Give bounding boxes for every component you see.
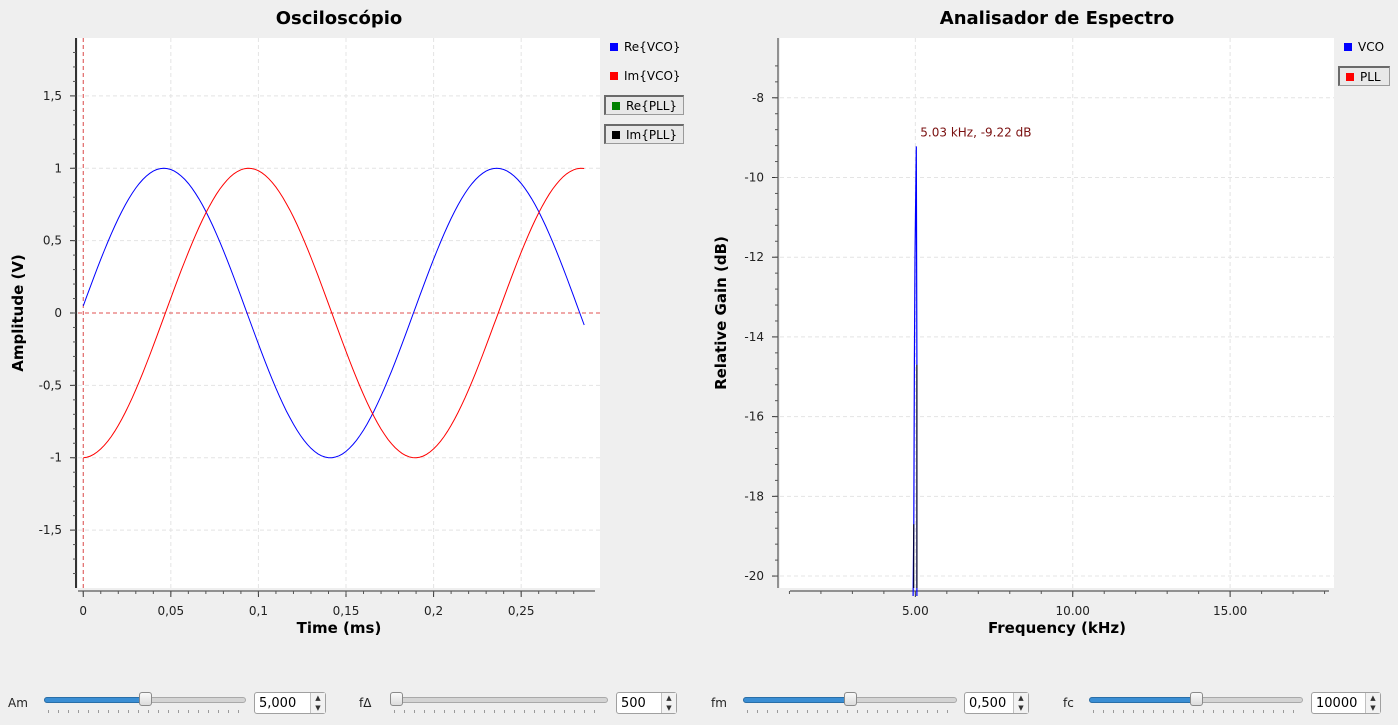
y-tick-label: 0,5 [43, 234, 62, 248]
control-slider-2[interactable] [743, 692, 957, 713]
x-tick-label: 0,15 [333, 604, 360, 618]
trace-revco [82, 167, 585, 459]
legend-item-revco[interactable]: Re{VCO} [604, 37, 684, 57]
y-tick-label: -16 [744, 410, 764, 424]
y-tick-label: -12 [744, 250, 764, 264]
control-label-1: fΔ [359, 696, 372, 710]
spin-down-icon[interactable]: ▼ [315, 704, 321, 712]
x-tick-label: 0,25 [508, 604, 535, 618]
x-tick-label: 0,05 [157, 604, 184, 618]
spin-up-icon[interactable]: ▲ [1370, 694, 1376, 702]
spinbox-value[interactable]: 10000 [1316, 696, 1358, 711]
slider-handle[interactable] [1190, 692, 1203, 706]
slider-handle[interactable] [390, 692, 403, 706]
y-tick-label: -1 [50, 451, 62, 465]
spinbox-value[interactable]: 0,500 [969, 696, 1007, 711]
spin-down-icon[interactable]: ▼ [1370, 704, 1376, 712]
y-axis-label: Amplitude (V) [9, 254, 27, 372]
spectrum-canvas [780, 38, 1334, 588]
y-tick-label: 1,5 [43, 89, 62, 103]
y-tick-label: -1,5 [39, 523, 62, 537]
x-tick-label: 15.00 [1213, 604, 1247, 618]
spectrum-title: Analisador de Espectro [939, 8, 1175, 29]
legend-item-vco[interactable]: VCO [1338, 37, 1390, 57]
control-label-0: Am [8, 696, 28, 710]
control-slider-0[interactable] [44, 692, 246, 713]
x-tick-label: 0,2 [424, 604, 443, 618]
spinbox-value[interactable]: 5,000 [259, 696, 297, 711]
legend-label: Re{PLL} [626, 98, 678, 113]
x-axis-label: Time (ms) [297, 619, 382, 637]
spin-down-icon[interactable]: ▼ [1018, 704, 1024, 712]
x-tick-label: 5.00 [902, 604, 929, 618]
legend-swatch [1346, 72, 1354, 81]
y-tick-label: -10 [744, 170, 764, 184]
legend-item-imvco[interactable]: Im{VCO} [604, 66, 684, 86]
y-tick-label: -8 [752, 91, 764, 105]
control-spinbox-3[interactable]: 10000 ▲ ▼ [1311, 692, 1381, 714]
legend-swatch [612, 130, 620, 139]
y-tick-label: -14 [744, 330, 764, 344]
legend-swatch [610, 72, 618, 80]
peak-marker-label: 5.03 kHz, -9.22 dB [920, 125, 1031, 139]
control-spinbox-1[interactable]: 500 ▲ ▼ [616, 692, 677, 714]
slider-handle[interactable] [844, 692, 857, 706]
control-label-3: fc [1063, 696, 1074, 710]
trace-imvco [83, 167, 585, 459]
control-slider-3[interactable] [1089, 692, 1303, 713]
spinbox-value[interactable]: 500 [621, 696, 646, 711]
trace-vco-spectrum [912, 146, 918, 597]
y-axis-label: Relative Gain (dB) [712, 236, 730, 390]
y-tick-label: -20 [744, 569, 764, 583]
slider-handle[interactable] [139, 692, 152, 706]
legend-label: Im{PLL} [626, 127, 678, 142]
oscilloscope-title: Osciloscópio [275, 8, 403, 29]
legend-label: Im{VCO} [624, 69, 681, 83]
legend-swatch [612, 101, 620, 110]
spin-up-icon[interactable]: ▲ [1018, 694, 1024, 702]
legend-label: Re{VCO} [624, 40, 681, 54]
control-spinbox-2[interactable]: 0,500 ▲ ▼ [964, 692, 1029, 714]
spin-up-icon[interactable]: ▲ [315, 694, 321, 702]
legend-item-pll[interactable]: PLL [1338, 66, 1390, 86]
legend-item-impll[interactable]: Im{PLL} [604, 124, 684, 144]
x-tick-label: 0,1 [249, 604, 268, 618]
control-slider-1[interactable] [390, 692, 608, 713]
y-tick-label: 0 [54, 306, 62, 320]
y-tick-label: -18 [744, 489, 764, 503]
control-label-2: fm [711, 696, 727, 710]
legend-label: PLL [1360, 69, 1381, 84]
legend-label: VCO [1358, 40, 1385, 54]
x-axis-label: Frequency (kHz) [988, 619, 1126, 637]
legend-swatch [610, 43, 618, 51]
x-tick-label: 0 [79, 604, 87, 618]
legend-swatch [1344, 43, 1352, 51]
y-tick-label: 1 [54, 161, 62, 175]
x-tick-label: 10.00 [1056, 604, 1090, 618]
legend-item-repll[interactable]: Re{PLL} [604, 95, 684, 115]
spin-down-icon[interactable]: ▼ [666, 704, 672, 712]
y-tick-label: -0,5 [39, 378, 62, 392]
control-spinbox-0[interactable]: 5,000 ▲ ▼ [254, 692, 326, 714]
oscilloscope-plot[interactable]: 1,5 1 0,5 0 -0,5 -1 -1,5 0 0,05 0,1 0,15 0,2 0,25 Tim… [0, 0, 1398, 660]
spin-up-icon[interactable]: ▲ [666, 694, 672, 702]
